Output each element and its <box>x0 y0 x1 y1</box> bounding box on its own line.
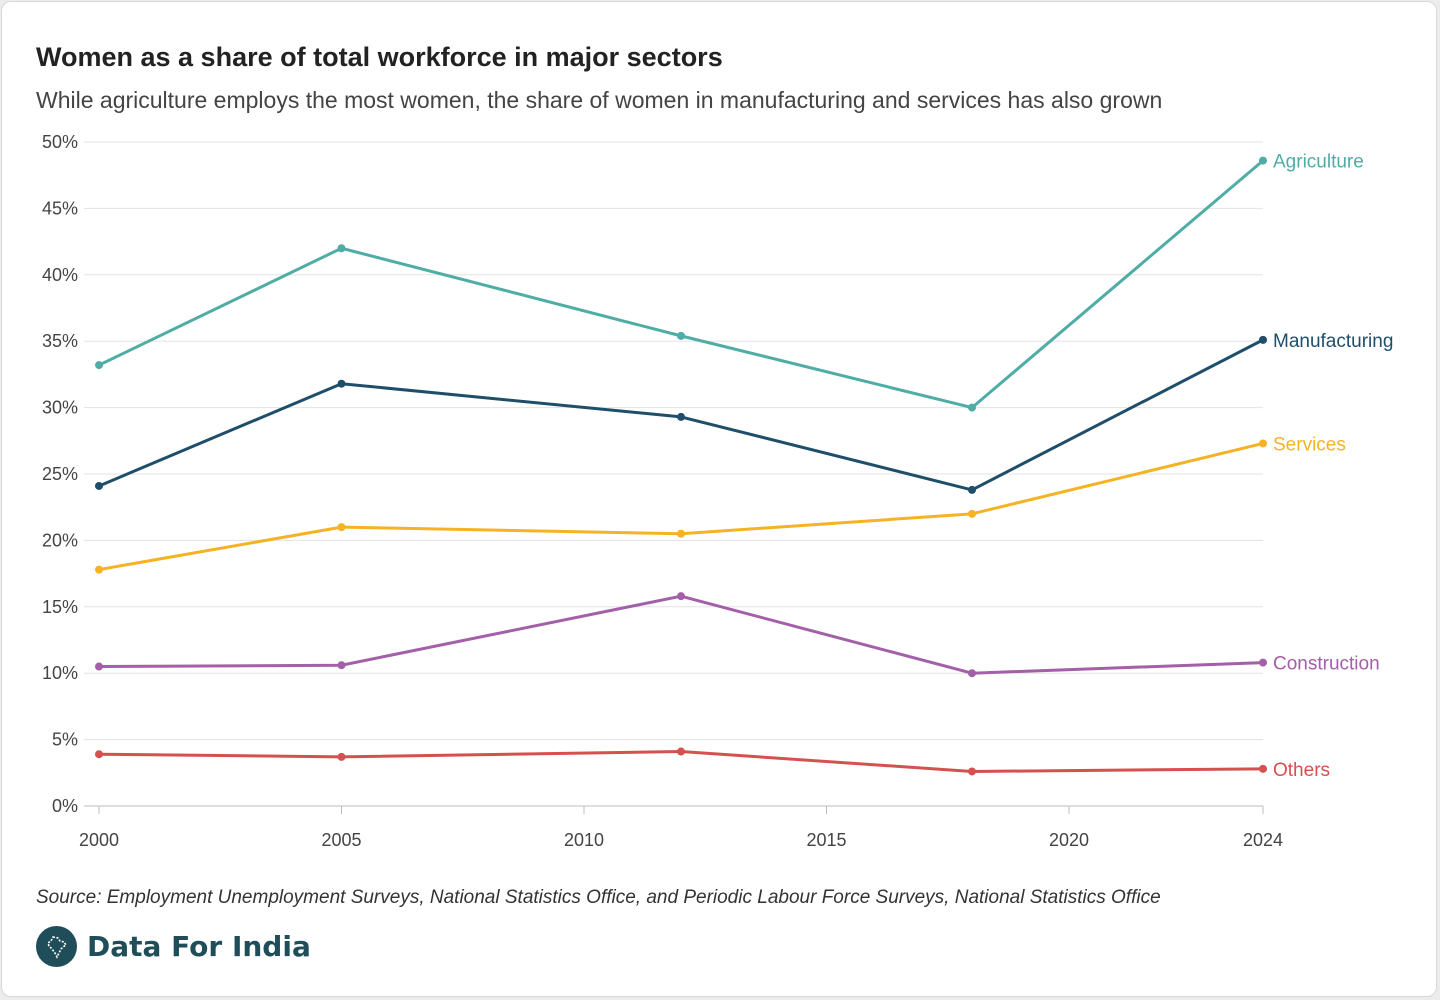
y-tick-label: 25% <box>42 464 78 484</box>
data-point <box>95 481 103 490</box>
brand-name: Data For India <box>87 930 311 963</box>
data-point <box>677 747 685 756</box>
y-tick-label: 30% <box>42 398 78 418</box>
data-point <box>1259 439 1267 448</box>
brand[interactable]: Data For India <box>36 926 311 967</box>
x-tick-label: 2024 <box>1243 830 1283 850</box>
data-point <box>677 592 685 601</box>
data-point <box>968 669 976 678</box>
data-point <box>95 565 103 574</box>
y-tick-label: 40% <box>42 265 78 285</box>
y-tick-label: 20% <box>42 530 78 550</box>
data-point <box>337 661 346 670</box>
series-end-label: Manufacturing <box>1273 331 1393 352</box>
data-point <box>1259 764 1267 773</box>
data-point <box>95 750 103 759</box>
data-point <box>337 244 346 253</box>
series-line <box>97 441 1265 572</box>
data-point <box>1259 156 1267 165</box>
x-tick-label: 2010 <box>564 830 604 850</box>
data-point <box>677 331 685 340</box>
data-point <box>337 523 346 532</box>
india-map-icon <box>36 926 77 967</box>
series-line <box>97 159 1265 410</box>
data-point <box>968 485 976 494</box>
source-note: Source: Employment Unemployment Surveys,… <box>36 887 1161 908</box>
data-point <box>677 412 685 421</box>
x-tick-label: 2020 <box>1049 830 1089 850</box>
x-tick-label: 2005 <box>321 830 361 850</box>
y-tick-label: 5% <box>52 730 78 750</box>
y-tick-label: 0% <box>52 796 78 816</box>
series-line <box>97 594 1265 675</box>
data-point <box>968 509 976 518</box>
series-end-label: Construction <box>1273 654 1380 675</box>
chart-title: Women as a share of total workforce in m… <box>36 42 723 72</box>
data-point <box>95 361 103 370</box>
series-end-label: Others <box>1273 760 1330 781</box>
data-point <box>337 752 346 761</box>
y-tick-label: 45% <box>42 198 78 218</box>
chart-subtitle: While agriculture employs the most women… <box>36 87 1163 113</box>
x-tick-label: 2000 <box>79 830 119 850</box>
data-point <box>677 529 685 538</box>
series-end-label: Agriculture <box>1273 152 1364 173</box>
x-tick-label: 2015 <box>806 830 846 850</box>
data-point <box>95 662 103 671</box>
y-tick-label: 50% <box>42 132 78 152</box>
data-point <box>337 379 346 388</box>
y-tick-label: 35% <box>42 331 78 351</box>
data-point <box>968 403 976 412</box>
series-end-label: Services <box>1273 434 1346 455</box>
line-chart: 0% 5% 10% 15% 20% 25% 30% 35% 40% 45% 50% 2000 2005 2… <box>42 132 1393 850</box>
y-tick-label: 15% <box>42 597 78 617</box>
data-point <box>1259 335 1267 344</box>
data-point <box>1259 658 1267 667</box>
y-tick-label: 10% <box>42 663 78 683</box>
data-point <box>968 767 976 776</box>
